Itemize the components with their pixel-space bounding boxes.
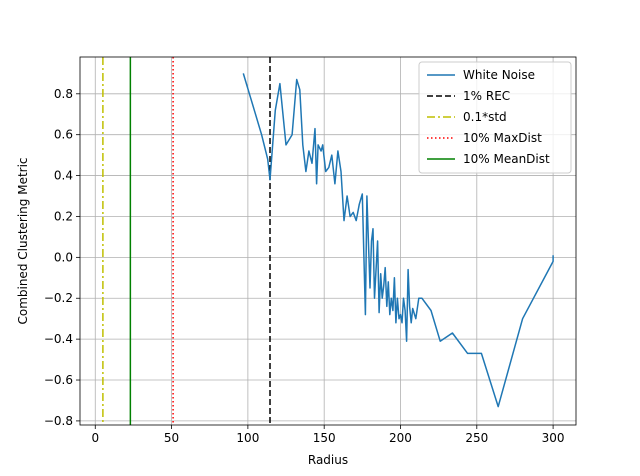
legend: White Noise 1% REC 0.1*std 10% MaxDist 10% M… [418, 61, 572, 174]
y-tick-label: −0.8 [44, 414, 73, 428]
x-tick-label: 50 [164, 431, 179, 445]
x-tick-label: 300 [542, 431, 565, 445]
legend-label: 0.1*std [463, 110, 507, 124]
x-tick-label: 200 [389, 431, 412, 445]
y-tick-label: 0.8 [54, 87, 73, 101]
axis-ticks: 0 50 100 150 200 250 300 −0.8 −0.6 −0.4 −0.2 0.0 0.2… [44, 87, 565, 445]
y-tick-label: 0.0 [54, 250, 73, 264]
series-line-white-noise [242, 73, 554, 408]
plot-area [102, 57, 554, 425]
y-tick-label: 0.2 [54, 209, 73, 223]
y-tick-label: 0.6 [54, 128, 73, 142]
x-tick-label: 250 [465, 431, 488, 445]
legend-frame [418, 61, 572, 174]
y-tick-label: −0.6 [44, 373, 73, 387]
legend-label: White Noise [463, 68, 535, 82]
legend-label: 10% MaxDist [463, 131, 542, 145]
legend-label: 1% REC [463, 89, 510, 103]
x-axis-label: Radius [308, 453, 348, 467]
y-tick-label: −0.4 [44, 332, 73, 346]
x-tick-label: 100 [236, 431, 259, 445]
y-axis-label: Combined Clustering Metric [16, 157, 30, 324]
plot-frame [79, 56, 577, 426]
y-tick-label: −0.2 [44, 291, 73, 305]
legend-label: 10% MeanDist [463, 152, 550, 166]
x-tick-label: 150 [313, 431, 336, 445]
x-tick-label: 0 [91, 431, 99, 445]
y-tick-label: 0.4 [54, 169, 73, 183]
